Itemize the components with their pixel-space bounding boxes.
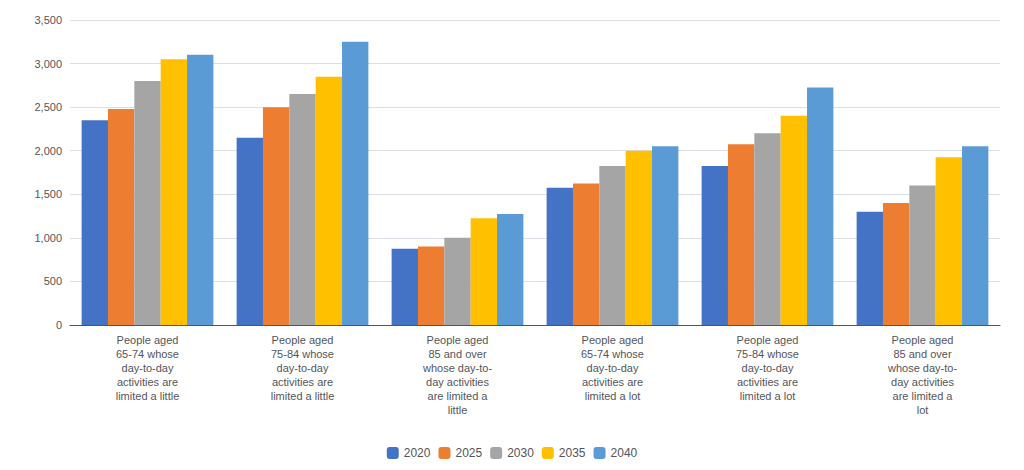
svg-text:People aged: People aged bbox=[892, 334, 954, 346]
svg-text:65-74 whose: 65-74 whose bbox=[581, 348, 644, 360]
svg-text:day-to-day: day-to-day bbox=[742, 362, 794, 374]
svg-text:People aged: People aged bbox=[117, 334, 179, 346]
svg-text:2,000: 2,000 bbox=[34, 145, 62, 157]
svg-text:are limited a: are limited a bbox=[893, 390, 954, 402]
svg-text:whose day-to-: whose day-to- bbox=[887, 362, 957, 374]
svg-text:activities are: activities are bbox=[272, 376, 333, 388]
svg-text:0: 0 bbox=[56, 319, 62, 331]
svg-text:3,000: 3,000 bbox=[34, 58, 62, 70]
svg-text:2040: 2040 bbox=[611, 446, 638, 460]
svg-text:little: little bbox=[448, 404, 468, 416]
svg-text:People aged: People aged bbox=[272, 334, 334, 346]
svg-text:day activities: day activities bbox=[891, 376, 954, 388]
svg-text:limited a little: limited a little bbox=[271, 390, 335, 402]
svg-text:activities are: activities are bbox=[737, 376, 798, 388]
svg-text:are limited a: are limited a bbox=[428, 390, 489, 402]
svg-text:85 and over: 85 and over bbox=[428, 348, 486, 360]
svg-text:People aged: People aged bbox=[737, 334, 799, 346]
svg-text:limited a lot: limited a lot bbox=[585, 390, 641, 402]
svg-text:People aged: People aged bbox=[582, 334, 644, 346]
svg-text:1,500: 1,500 bbox=[34, 188, 62, 200]
svg-text:75-84 whose: 75-84 whose bbox=[271, 348, 334, 360]
svg-text:day-to-day: day-to-day bbox=[587, 362, 639, 374]
svg-text:75-84 whose: 75-84 whose bbox=[736, 348, 799, 360]
svg-text:1,000: 1,000 bbox=[34, 232, 62, 244]
svg-text:day-to-day: day-to-day bbox=[277, 362, 329, 374]
svg-text:activities are: activities are bbox=[117, 376, 178, 388]
svg-text:2,500: 2,500 bbox=[34, 101, 62, 113]
svg-text:whose day-to-: whose day-to- bbox=[422, 362, 492, 374]
svg-text:day-to-day: day-to-day bbox=[122, 362, 174, 374]
svg-text:2030: 2030 bbox=[507, 446, 534, 460]
svg-text:day activities: day activities bbox=[426, 376, 489, 388]
svg-text:3,500: 3,500 bbox=[34, 14, 62, 26]
svg-text:limited a lot: limited a lot bbox=[740, 390, 796, 402]
svg-text:2035: 2035 bbox=[559, 446, 586, 460]
svg-text:65-74 whose: 65-74 whose bbox=[116, 348, 179, 360]
svg-text:activities are: activities are bbox=[582, 376, 643, 388]
svg-text:limited a little: limited a little bbox=[116, 390, 180, 402]
svg-text:85 and over: 85 and over bbox=[893, 348, 951, 360]
svg-text:500: 500 bbox=[44, 275, 62, 287]
svg-text:lot: lot bbox=[917, 404, 929, 416]
svg-text:People aged: People aged bbox=[427, 334, 489, 346]
svg-text:2020: 2020 bbox=[404, 446, 431, 460]
svg-text:2025: 2025 bbox=[455, 446, 482, 460]
